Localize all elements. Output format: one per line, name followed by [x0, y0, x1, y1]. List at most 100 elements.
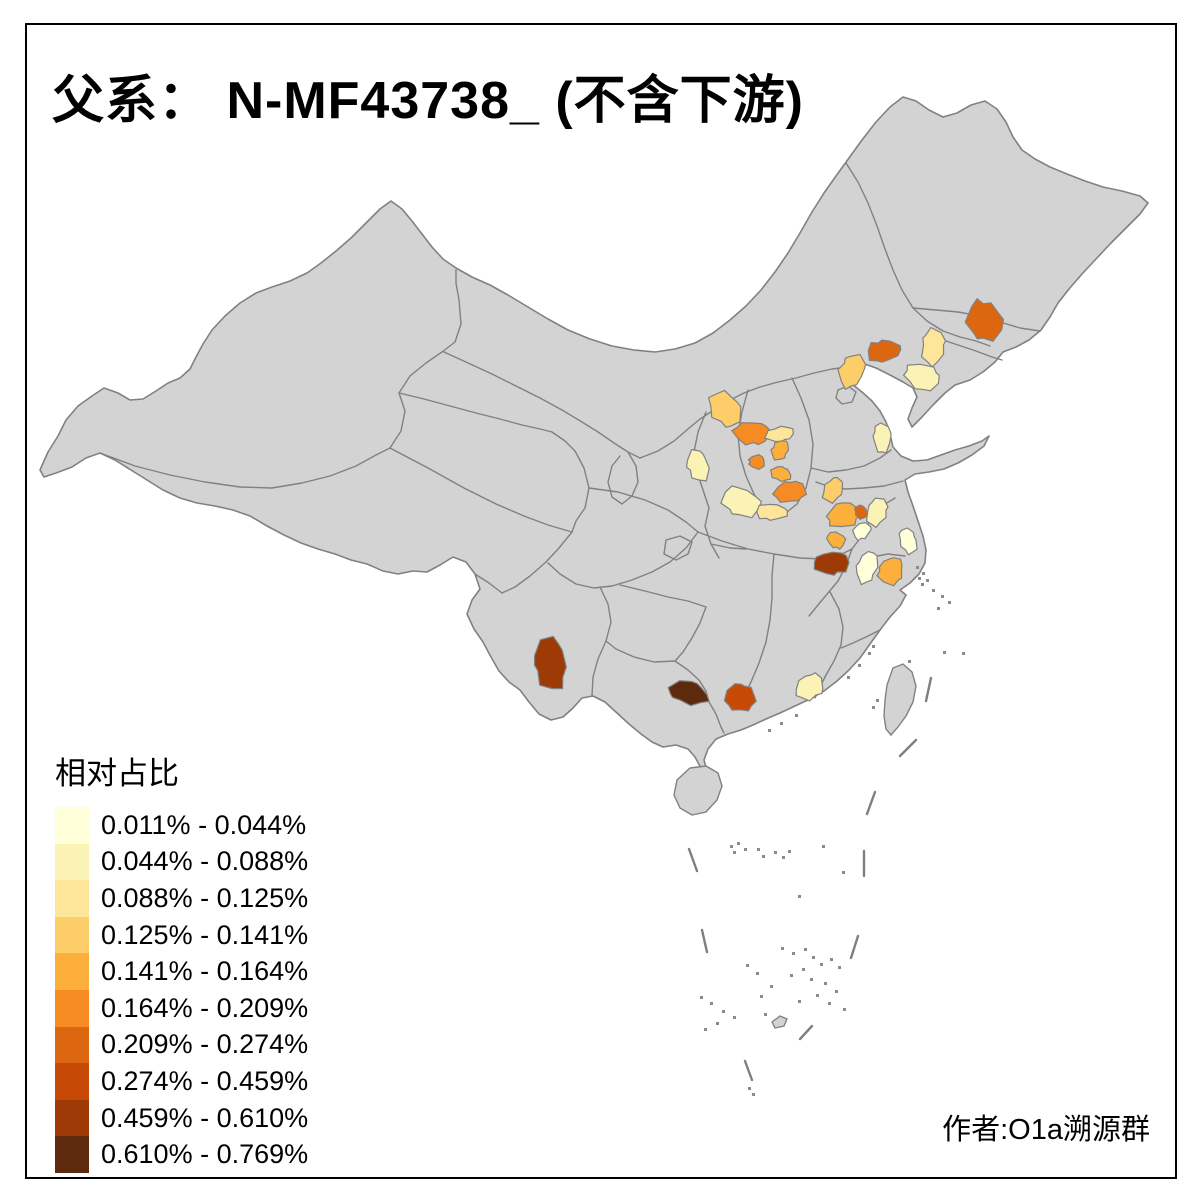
island-speck	[948, 601, 951, 604]
region-guangdong-east-pale	[795, 672, 824, 702]
region-henan-east-near-white	[851, 522, 872, 542]
island-speck	[843, 1008, 846, 1011]
taiwan-island	[883, 663, 917, 737]
attribution: 作者:O1a溯源群	[942, 1114, 1150, 1146]
island-speck	[820, 963, 823, 966]
island-speck	[908, 660, 911, 663]
region-shaanxi-north-pale	[685, 448, 710, 482]
region-jiangsu-coast-cream	[898, 527, 918, 556]
island-speck	[941, 595, 944, 598]
island-speck	[704, 1028, 707, 1031]
island-speck	[781, 947, 784, 950]
region-shanxi-south-small	[770, 465, 792, 483]
island-speck	[847, 676, 850, 679]
island-speck	[858, 664, 861, 667]
legend-row: 0.164% - 0.209%	[55, 989, 309, 1027]
region-northeast-coastal-cream	[902, 363, 940, 392]
region-northeast-southwest-patch	[837, 353, 867, 391]
island-speck	[872, 706, 875, 709]
island-speck	[780, 722, 783, 725]
region-shanxi-southwest-patch	[771, 480, 808, 503]
island-speck	[812, 956, 815, 959]
legend-label: 0.209% - 0.274%	[101, 1029, 309, 1060]
island-speck	[733, 1016, 736, 1019]
island-speck	[710, 1002, 713, 1005]
legend-swatch-9	[55, 1099, 89, 1137]
region-henan-small-dark-dot	[854, 504, 870, 521]
island-speck	[802, 968, 805, 971]
island-speck	[722, 1010, 725, 1013]
region-yunnan-central-dark	[533, 635, 567, 690]
island-speck	[922, 572, 925, 575]
shaded-regions-layer	[533, 297, 1005, 712]
island-speck	[943, 651, 946, 654]
island-speck	[764, 1013, 767, 1016]
island-speck	[757, 848, 760, 851]
island-speck	[926, 579, 929, 582]
island-specks	[700, 566, 965, 1096]
legend-swatch-2	[55, 843, 89, 881]
island-speck	[916, 566, 919, 569]
island-speck	[730, 845, 733, 848]
legend-label: 0.164% - 0.209%	[101, 992, 309, 1023]
map-title: 父系： N-MF43738_ (不含下游)	[52, 72, 804, 130]
islands	[673, 663, 917, 1029]
island-speck	[782, 856, 785, 859]
island-speck	[937, 607, 940, 610]
region-anhui-south-near-white	[855, 550, 879, 586]
legend-swatch-6	[55, 989, 89, 1027]
island-speck	[822, 845, 825, 848]
legend-swatch-3	[55, 880, 89, 917]
province-borders	[99, 162, 1041, 734]
legend-label: 0.011% - 0.044%	[101, 809, 307, 840]
island-speck	[792, 952, 795, 955]
island-speck	[835, 990, 838, 993]
island-speck	[842, 871, 845, 874]
island-speck	[744, 848, 747, 851]
island-speck	[872, 645, 875, 648]
region-shanxi-north-patch	[707, 389, 742, 428]
island-speck	[756, 972, 759, 975]
region-northeast-west-patch	[867, 339, 902, 363]
island-speck	[816, 994, 819, 997]
south-sea-islet	[771, 1015, 788, 1029]
island-speck	[746, 964, 749, 967]
legend-label: 0.141% - 0.164%	[101, 956, 309, 987]
island-speck	[737, 842, 740, 845]
island-speck	[768, 729, 771, 732]
island-speck	[795, 714, 798, 717]
legend-row: 0.459% - 0.610%	[55, 1099, 308, 1137]
island-speck	[838, 966, 841, 969]
legend-row: 0.011% - 0.044%	[55, 807, 308, 844]
legend-row: 0.610% - 0.769%	[55, 1136, 308, 1173]
legend-title: 相对占比	[55, 756, 179, 791]
island-speck	[770, 985, 773, 988]
region-northeast-north-pale	[920, 326, 947, 368]
island-speck	[804, 948, 807, 951]
region-guangxi-north-darkest	[667, 680, 710, 707]
island-speck	[716, 1022, 719, 1025]
legend-label: 0.610% - 0.769%	[101, 1139, 309, 1170]
legend: 相对占比 0.011% - 0.044% 0.044% - 0.088% 0.088…	[55, 748, 308, 1173]
region-henan-south-orange	[825, 531, 847, 551]
legend-swatch-4	[55, 916, 89, 954]
hainan-island	[673, 765, 723, 816]
region-henan-north-patch	[821, 476, 844, 505]
island-speck	[824, 982, 827, 985]
legend-rows: 0.011% - 0.044% 0.044% - 0.088% 0.088% - 0…	[55, 807, 308, 1173]
region-shanxi-central-small	[770, 440, 789, 461]
legend-label: 0.125% - 0.141%	[101, 919, 309, 950]
island-speck	[830, 958, 833, 961]
island-speck	[762, 855, 765, 858]
island-speck	[798, 1000, 801, 1003]
region-shanxi-xinzhou-patch	[731, 422, 772, 446]
island-speck	[918, 577, 921, 580]
region-shanxi-northeast-pale	[763, 425, 794, 443]
legend-swatch-1	[55, 807, 89, 844]
island-speck	[760, 995, 763, 998]
region-henan-central-pale	[756, 503, 788, 521]
legend-swatch-10	[55, 1136, 89, 1173]
island-speck	[932, 589, 935, 592]
